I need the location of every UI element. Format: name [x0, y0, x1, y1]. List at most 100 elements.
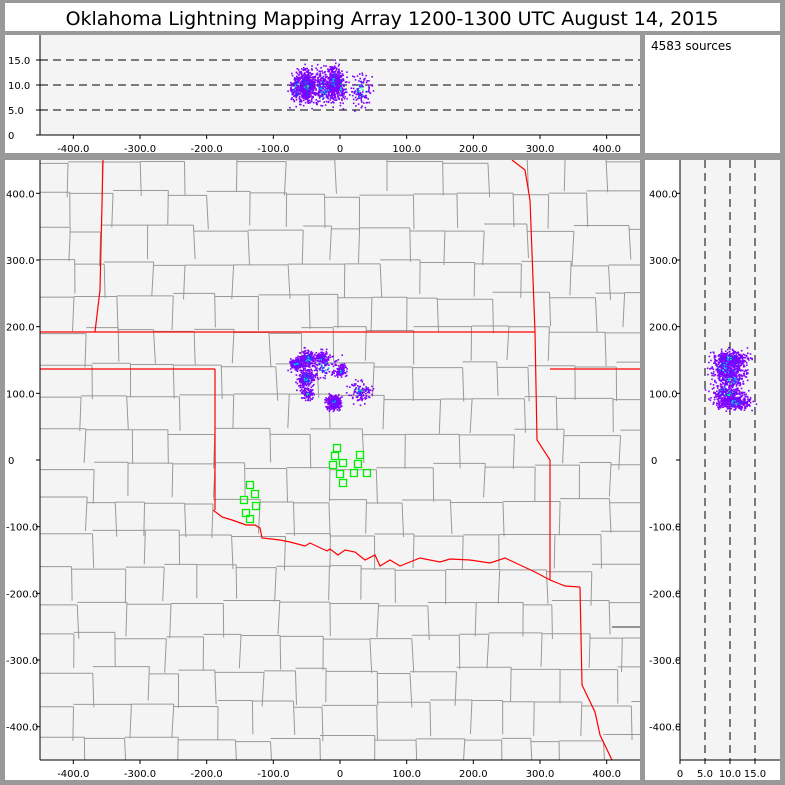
lightning-source — [365, 386, 367, 388]
lightning-source — [296, 72, 299, 75]
lightning-source — [304, 69, 307, 71]
county-line — [376, 671, 379, 706]
county-line — [287, 393, 290, 429]
lightning-source — [319, 96, 321, 98]
lightning-source — [361, 74, 364, 76]
lightning-source — [333, 87, 335, 90]
lightning-source — [317, 355, 319, 358]
county-line — [169, 604, 172, 639]
lightning-source — [717, 363, 720, 366]
lightning-source — [737, 369, 740, 372]
lightning-source — [352, 102, 355, 105]
lightning-source — [311, 81, 313, 84]
lightning-source — [332, 80, 334, 83]
map-y-tick-label: -200.0 — [6, 589, 38, 600]
lightning-source — [323, 101, 325, 103]
lightning-source — [339, 80, 341, 83]
lightning-source — [304, 354, 306, 356]
lightning-source — [326, 398, 328, 400]
lightning-source — [334, 93, 337, 96]
lightning-source — [341, 91, 344, 94]
source-count-panel — [645, 35, 780, 153]
lightning-source — [704, 389, 707, 391]
lightning-source — [739, 405, 742, 407]
lightning-source — [719, 356, 721, 358]
lightning-source — [727, 356, 729, 358]
county-line — [247, 231, 251, 266]
lightning-source — [715, 396, 718, 398]
lightning-source — [313, 393, 315, 396]
lightning-source — [710, 359, 712, 362]
lightning-source — [736, 371, 739, 373]
lightning-source — [738, 361, 740, 363]
lightning-source — [295, 94, 297, 96]
lightning-source — [720, 359, 723, 361]
county-line — [125, 602, 128, 637]
station-marker — [332, 443, 342, 453]
lightning-source — [312, 81, 315, 83]
right-y-tick-label: 400.0 — [649, 189, 678, 200]
lightning-source — [319, 75, 322, 78]
lightning-source — [305, 360, 307, 362]
lightning-source — [335, 394, 337, 396]
lightning-source — [725, 398, 727, 401]
lightning-source — [361, 96, 363, 98]
lightning-source — [304, 399, 307, 402]
lightning-source — [712, 368, 715, 371]
lightning-source — [731, 357, 733, 360]
lightning-source — [318, 86, 320, 89]
lightning-source — [320, 104, 322, 107]
lightning-source — [738, 360, 740, 362]
lightning-source — [737, 404, 739, 406]
lightning-source — [727, 403, 730, 406]
lightning-source — [708, 361, 710, 364]
lightning-source — [300, 392, 303, 394]
county-line — [172, 364, 175, 399]
lightning-source — [719, 389, 721, 392]
lightning-source — [333, 99, 335, 101]
county-line — [427, 605, 430, 640]
lightning-source — [330, 94, 333, 97]
lightning-source — [722, 392, 724, 394]
lightning-source — [298, 378, 300, 380]
lightning-source — [340, 376, 343, 378]
lightning-source — [310, 374, 312, 377]
lightning-source — [729, 393, 732, 395]
lightning-source — [748, 359, 750, 361]
lightning-source — [304, 369, 307, 371]
lightning-source — [309, 382, 312, 384]
lightning-source — [719, 404, 721, 407]
county-line — [214, 670, 217, 705]
lightning-source — [715, 369, 718, 371]
lightning-source — [329, 408, 332, 411]
lightning-source — [738, 399, 740, 401]
lightning-source — [366, 90, 368, 93]
lightning-source — [312, 76, 314, 79]
lightning-source — [729, 361, 731, 364]
lightning-source — [738, 391, 741, 394]
top-y-tick-label: 0 — [8, 131, 14, 142]
lightning-source — [713, 387, 715, 389]
lightning-source — [725, 359, 728, 361]
lightning-source — [305, 83, 308, 86]
lightning-source — [732, 355, 734, 358]
county-line — [429, 702, 432, 737]
county-line — [274, 567, 277, 602]
lightning-source — [728, 388, 730, 390]
lightning-source — [714, 360, 716, 363]
lightning-source — [314, 87, 316, 89]
lightning-source — [324, 399, 326, 401]
lightning-source — [305, 394, 307, 396]
station-marker — [245, 480, 255, 490]
map-y-tick-label: -100.0 — [6, 523, 38, 534]
lightning-source — [717, 377, 720, 379]
lightning-source — [723, 401, 726, 404]
lightning-source — [355, 99, 358, 101]
lightning-source — [361, 96, 364, 98]
county-line — [608, 498, 612, 533]
county-line — [72, 706, 75, 741]
lightning-source — [317, 79, 320, 82]
lightning-source — [367, 387, 369, 389]
lightning-source — [716, 387, 719, 389]
lightning-source — [322, 77, 324, 80]
